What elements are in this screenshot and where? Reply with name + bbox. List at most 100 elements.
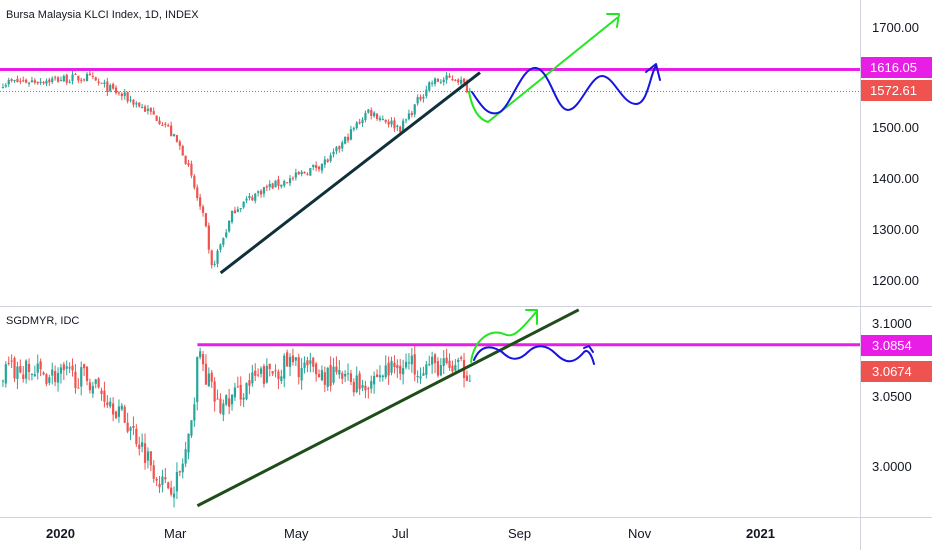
candle-body <box>355 375 358 393</box>
candle-body <box>233 387 237 398</box>
candle-body <box>83 364 86 369</box>
candle-body <box>100 82 103 84</box>
candle-body <box>396 365 399 369</box>
candle-body <box>210 372 213 382</box>
candle-body <box>126 422 129 432</box>
candle-body <box>152 465 155 479</box>
candle-body <box>45 80 48 84</box>
candle-body <box>439 365 442 376</box>
candle-body <box>228 398 231 407</box>
candle-body <box>465 81 469 93</box>
candle-body <box>27 363 31 372</box>
candle-body <box>265 186 268 188</box>
candle-body <box>184 449 187 464</box>
candle-body <box>344 374 347 377</box>
candle-body <box>141 442 144 447</box>
y-tick-top: 1500.00 <box>872 120 919 135</box>
candle-body <box>219 244 222 250</box>
candle-body <box>19 80 22 82</box>
candle-body <box>239 384 242 400</box>
projection-green-bottom <box>470 311 537 363</box>
candle-body <box>375 374 379 377</box>
candle-body <box>97 378 100 388</box>
support-trendline <box>219 71 481 275</box>
candle-body <box>62 364 65 371</box>
candle-body <box>65 74 68 83</box>
candle-body <box>370 381 373 389</box>
candle-body <box>315 363 318 375</box>
candle-body <box>213 263 216 265</box>
candle-body <box>288 178 292 184</box>
price-tag-resistance-top <box>861 57 932 78</box>
x-tick: May <box>284 526 309 541</box>
x-tick: Jul <box>392 526 409 541</box>
price-tag-label: 1572.61 <box>870 83 917 98</box>
candle-body <box>222 238 225 245</box>
candle-body <box>428 364 431 366</box>
candle-body <box>236 386 239 388</box>
candle-body <box>251 372 254 384</box>
candle-body <box>355 122 358 129</box>
sgdmyr-title: SGDMYR, IDC <box>6 315 79 327</box>
klci-candles <box>1 69 471 269</box>
candle-body <box>329 155 332 161</box>
candle-body <box>164 123 167 125</box>
candle-body <box>407 113 411 120</box>
projection-blue-bottom <box>473 345 595 365</box>
candle-body <box>448 75 451 78</box>
candle-body <box>370 110 373 116</box>
candle-body <box>184 155 187 164</box>
candle-body <box>271 183 274 189</box>
candle-body <box>390 120 393 125</box>
y-tick-top: 1300.00 <box>872 222 919 237</box>
candle-body <box>225 232 228 238</box>
candle-body <box>257 191 260 193</box>
candle-body <box>225 395 228 405</box>
candle-body <box>436 79 440 82</box>
candle-body <box>280 184 283 187</box>
klci-title: Bursa Malaysia KLCI Index, 1D, INDEX <box>6 9 199 21</box>
candle-body <box>114 87 118 94</box>
candle-body <box>259 368 263 374</box>
candle-body <box>393 362 396 368</box>
candle-body <box>413 354 416 375</box>
candle-body <box>445 357 448 364</box>
candle-body <box>384 365 387 378</box>
candle-body <box>335 147 338 152</box>
candle-body <box>442 79 445 82</box>
candle-body <box>68 81 71 83</box>
candle-body <box>39 81 42 83</box>
candle-body <box>358 373 361 390</box>
candle-body <box>428 82 431 91</box>
support-trendline <box>196 308 580 508</box>
candle-body <box>251 197 254 201</box>
candle-body <box>1 380 5 382</box>
candle-body <box>161 476 164 485</box>
candle-body <box>77 387 80 389</box>
candle-body <box>346 136 350 141</box>
candle-body <box>196 356 199 402</box>
candle-body <box>402 368 405 375</box>
candle-body <box>129 99 132 101</box>
candle-body <box>422 96 425 99</box>
candle-body <box>265 365 268 383</box>
candle-body <box>410 112 413 115</box>
candle-body <box>245 383 248 400</box>
candle-body <box>326 159 329 162</box>
candle-body <box>329 364 332 386</box>
candle-body <box>425 89 428 97</box>
candle-body <box>149 451 152 466</box>
candle-body <box>288 356 292 367</box>
candle-body <box>413 104 416 115</box>
candle-body <box>332 151 335 155</box>
candle-body <box>399 365 402 374</box>
candle-body <box>439 81 442 83</box>
candle-body <box>216 398 219 400</box>
candle-body <box>10 79 13 81</box>
candle-body <box>381 119 384 121</box>
candle-body <box>199 351 202 358</box>
candle-body <box>25 79 28 83</box>
candle-body <box>286 182 289 184</box>
candle-body <box>103 82 106 84</box>
